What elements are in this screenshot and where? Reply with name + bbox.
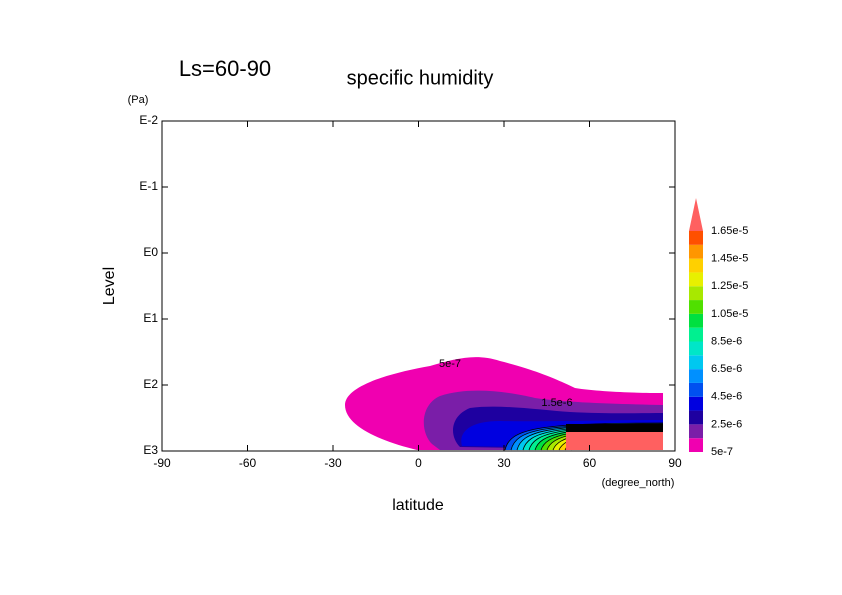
colorbar-label: 1.65e-5 bbox=[711, 225, 748, 237]
colorbar-label: 6.5e-6 bbox=[711, 363, 742, 375]
colorbar-label: 8.5e-6 bbox=[711, 335, 742, 347]
colorbar-box bbox=[689, 258, 703, 273]
colorbar-box bbox=[689, 355, 703, 370]
colorbar-label: 5e-7 bbox=[711, 446, 733, 458]
colorbar-box bbox=[689, 369, 703, 383]
colorbar-box bbox=[689, 410, 703, 425]
colorbar-label: 1.05e-5 bbox=[711, 308, 748, 320]
y-units: (Pa) bbox=[128, 94, 149, 106]
x-tick-label: -30 bbox=[324, 456, 342, 470]
colorbar-box bbox=[689, 396, 703, 411]
contour-label: 5e-7 bbox=[439, 358, 461, 370]
colorbar-box bbox=[689, 272, 703, 287]
x-units: (degree_north) bbox=[602, 477, 675, 489]
chart-title: specific humidity bbox=[347, 67, 494, 89]
x-tick-label: 90 bbox=[668, 456, 682, 470]
colorbar-box bbox=[689, 300, 703, 314]
colorbar-box bbox=[689, 231, 703, 245]
colorbar-box bbox=[689, 424, 703, 439]
colorbar-label: 4.5e-6 bbox=[711, 391, 742, 403]
x-axis-label: latitude bbox=[392, 497, 444, 514]
y-tick-label: E1 bbox=[143, 311, 158, 325]
colorbar-label: 1.25e-5 bbox=[711, 280, 748, 292]
colorbar-box bbox=[689, 438, 703, 452]
x-tick-label: -90 bbox=[153, 456, 171, 470]
colorbar-box bbox=[689, 286, 703, 301]
y-tick-label: E0 bbox=[143, 245, 158, 259]
colorbar-box bbox=[689, 382, 703, 397]
contour-label: 1.5e-6 bbox=[541, 397, 572, 409]
colorbar-label: 1.45e-5 bbox=[711, 253, 748, 265]
chart-subtitle: Ls=60-90 bbox=[179, 56, 271, 81]
colorbar-box bbox=[689, 341, 703, 356]
colorbar-box bbox=[689, 327, 703, 342]
colorbar-extend bbox=[689, 198, 703, 231]
colorbar-box bbox=[689, 244, 703, 259]
y-tick-label: E-2 bbox=[139, 113, 158, 127]
contour-line-band bbox=[566, 424, 663, 432]
y-tick-label: E-1 bbox=[139, 179, 158, 193]
y-axis-label: Level bbox=[101, 267, 118, 305]
x-tick-label: -60 bbox=[239, 456, 257, 470]
contour-fill-extend bbox=[566, 432, 663, 450]
y-tick-label: E2 bbox=[143, 377, 158, 391]
x-tick-label: 30 bbox=[497, 456, 511, 470]
x-tick-label: 60 bbox=[583, 456, 597, 470]
y-tick-label: E3 bbox=[143, 443, 158, 457]
colorbar-box bbox=[689, 313, 703, 328]
colorbar-label: 2.5e-6 bbox=[711, 418, 742, 430]
x-tick-label: 0 bbox=[415, 456, 422, 470]
contour-line bbox=[504, 422, 664, 451]
